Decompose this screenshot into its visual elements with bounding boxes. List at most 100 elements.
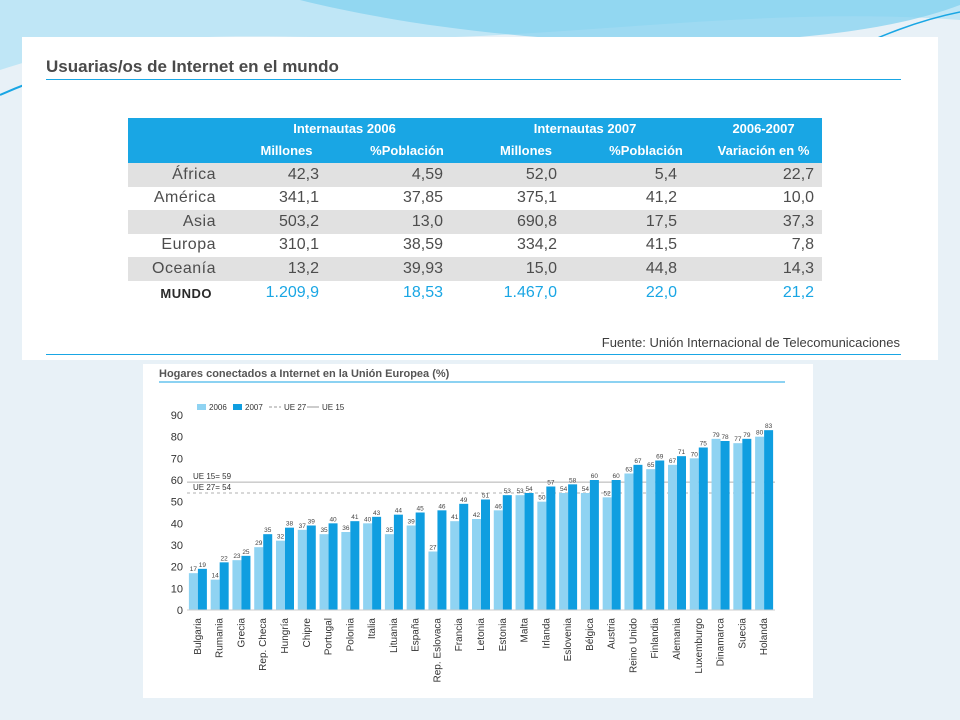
- bar-2006: [210, 579, 220, 610]
- page-title: Usuarias/os de Internet en el mundo: [46, 57, 339, 76]
- data-label-2007: 40: [329, 516, 337, 523]
- x-tick-label: Letonia: [476, 618, 487, 651]
- x-tick-label: Grecia: [236, 618, 247, 648]
- data-label-2007: 51: [482, 493, 490, 500]
- data-label-2006: 14: [212, 573, 220, 580]
- data-label-2007: 49: [460, 497, 468, 504]
- data-label-2006: 37: [299, 523, 307, 530]
- x-tick-label: Bélgica: [585, 618, 596, 651]
- data-label-2006: 41: [451, 514, 459, 521]
- title-divider: [46, 79, 901, 80]
- bar-2006: [450, 521, 460, 610]
- table-row: Oceanía 13,2 39,93 15,0 44,8 14,3: [128, 257, 823, 281]
- x-tick-label: España: [411, 618, 422, 652]
- bar-2006: [515, 495, 525, 610]
- header-poblacion-2006: %Población: [349, 138, 466, 163]
- data-label-2007: 41: [351, 514, 359, 521]
- bar-2007: [372, 516, 382, 610]
- x-tick-label: Finlandia: [650, 618, 661, 659]
- data-label-2006: 79: [712, 432, 720, 439]
- bar-2006: [755, 436, 765, 610]
- data-label-2007: 60: [591, 473, 599, 480]
- bar-2007: [328, 523, 338, 610]
- eu-households-chart: Hogares conectados a Internet en la Unió…: [143, 364, 813, 698]
- data-label-2006: 35: [320, 527, 328, 534]
- data-label-2007: 67: [634, 458, 642, 465]
- header-variacion: Variación en %: [705, 138, 823, 163]
- cell-millones-2007: 15,0: [465, 257, 588, 281]
- cell-millones-2006: 13,2: [224, 257, 349, 281]
- data-label-2007: 38: [286, 521, 294, 528]
- data-label-2006: 39: [408, 519, 416, 526]
- y-tick-label: 70: [171, 453, 183, 465]
- x-tick-label: Malta: [520, 618, 531, 643]
- total-millones-2007: 1.467,0: [503, 284, 558, 301]
- data-label-2007: 54: [525, 486, 533, 493]
- data-label-2006: 65: [647, 462, 655, 469]
- total-name: MUNDO: [160, 285, 212, 301]
- legend-swatch-2007: [233, 404, 242, 410]
- y-tick-label: 50: [171, 497, 183, 509]
- bar-2007: [589, 480, 599, 610]
- bar-2006: [297, 529, 307, 610]
- legend-label-ue27: UE 27: [284, 403, 307, 412]
- bar-2007: [655, 460, 665, 610]
- cell-variacion: 7,8: [791, 236, 815, 254]
- x-tick-label: Estonia: [498, 618, 509, 652]
- bar-2007: [720, 441, 730, 610]
- x-tick-label: Eslovenia: [563, 618, 574, 662]
- data-label-2006: 32: [277, 534, 285, 541]
- slide-panel: [22, 37, 938, 360]
- bar-2006: [341, 532, 351, 610]
- bar-2007: [285, 527, 294, 610]
- region-name: Oceanía: [128, 257, 224, 281]
- data-label-2007: 22: [221, 555, 229, 562]
- bar-2007: [764, 430, 774, 610]
- x-tick-label: Alemania: [672, 618, 683, 660]
- data-label-2007: 44: [395, 508, 403, 515]
- cell-poblacion-2006: 39,93: [349, 257, 466, 281]
- x-tick-label: Dinamarca: [716, 618, 727, 667]
- chart-canvas: 0 10 20 30 40 50 60 70 80 90 UE 15= 59 UE 27= 54 200…: [159, 381, 785, 682]
- x-tick-label: Reino Unido: [628, 618, 639, 673]
- bar-2006: [232, 560, 242, 610]
- data-label-2007: 79: [743, 432, 751, 439]
- region-name: África: [128, 163, 224, 187]
- x-tick-label: Holanda: [759, 618, 770, 656]
- y-tick-label: 0: [177, 605, 183, 617]
- bar-2007: [197, 568, 207, 610]
- x-tick-label: Rep. Checa: [258, 618, 269, 671]
- header-poblacion-2007: %Población: [587, 138, 706, 163]
- total-millones-2006: 1.209,9: [265, 284, 319, 301]
- bar-2007: [633, 464, 643, 610]
- data-label-2006: 77: [734, 436, 742, 443]
- header-2007: Internautas 2007: [465, 118, 706, 138]
- x-tick-label: Austria: [607, 618, 618, 650]
- data-label-2007: 19: [199, 562, 207, 569]
- legend-label-2007: 2007: [245, 403, 263, 412]
- legend-swatch-2006: [197, 404, 206, 410]
- header-2006: Internautas 2006: [224, 118, 466, 138]
- bar-2007: [546, 486, 556, 610]
- data-label-2007: 78: [721, 434, 729, 441]
- table-row: África 42,3 4,59 52,0 5,4 22,7: [128, 163, 823, 187]
- data-label-2006: 23: [233, 553, 241, 560]
- data-label-2007: 60: [613, 473, 621, 480]
- bar-2007: [241, 555, 251, 610]
- bar-2006: [428, 551, 438, 610]
- section-divider: [46, 354, 901, 355]
- ue15-reference-label: UE 15= 59: [193, 472, 232, 481]
- bar-2006: [733, 443, 743, 610]
- cell-millones-2007: 375,1: [516, 189, 558, 207]
- data-label-2006: 36: [342, 525, 350, 532]
- ue27-reference-label: UE 27= 54: [193, 483, 232, 492]
- bar-2006: [580, 493, 590, 610]
- data-label-2006: 54: [560, 486, 568, 493]
- cell-poblacion-2006: 38,59: [402, 236, 444, 254]
- bar-2007: [677, 456, 686, 610]
- cell-variacion: 37,3: [705, 210, 823, 234]
- data-label-2007: 69: [656, 454, 664, 461]
- bar-2006: [711, 438, 721, 610]
- bar-2006: [559, 493, 569, 610]
- bar-2007: [350, 521, 360, 610]
